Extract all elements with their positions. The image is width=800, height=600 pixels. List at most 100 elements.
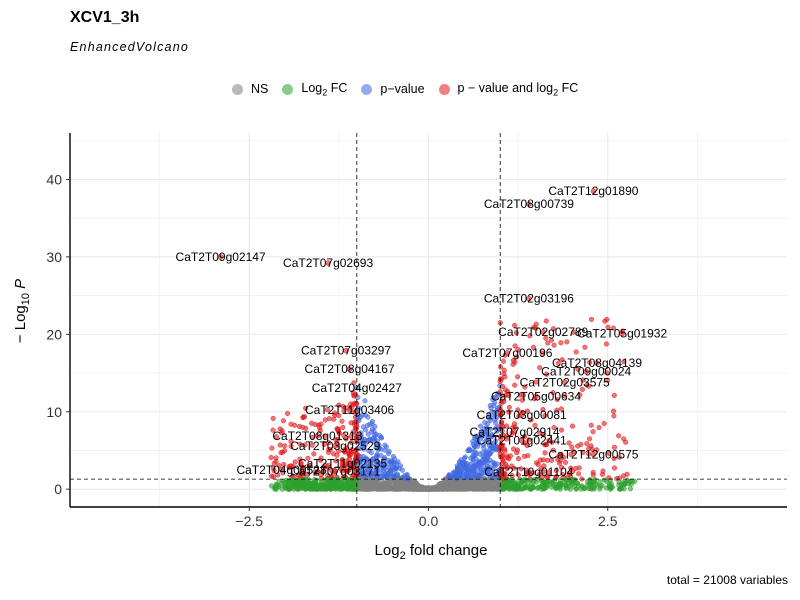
chart-title: XCV1_3h [70, 9, 140, 26]
data-point-fc [554, 485, 560, 491]
data-point-both [560, 471, 566, 478]
data-point-both [281, 448, 288, 454]
data-point-p [364, 422, 371, 429]
data-point-p [392, 465, 398, 471]
y-tick-label: 30 [46, 249, 62, 265]
data-point-fc [620, 479, 626, 486]
data-point-p [369, 471, 375, 477]
data-point-both [566, 440, 572, 446]
data-point-both [600, 468, 606, 474]
gene-label: CaT2T09g02147 [176, 250, 266, 264]
data-point-both [540, 457, 546, 463]
data-point-p [477, 423, 484, 429]
data-point-p [380, 474, 386, 480]
data-point-both [616, 454, 622, 460]
data-point-both [587, 436, 593, 442]
data-point-both [559, 464, 565, 471]
data-point-both [515, 456, 522, 462]
data-point-both [610, 325, 616, 331]
chart-caption: total = 21008 variables [666, 573, 788, 587]
data-point-p [377, 465, 383, 471]
data-point-both [590, 429, 596, 435]
data-point-fc [602, 477, 608, 483]
data-point-both [530, 344, 537, 350]
data-point-both [270, 415, 276, 421]
data-point-both [616, 433, 622, 439]
data-point-ns [437, 485, 443, 491]
x-tick-label: −2.5 [235, 513, 263, 529]
data-point-p [399, 467, 406, 473]
data-point-ns [417, 486, 423, 492]
data-point-both [514, 450, 520, 456]
data-point-p [363, 455, 369, 461]
data-point-both [335, 436, 341, 442]
data-point-both [540, 407, 546, 413]
data-point-both [498, 454, 504, 460]
data-point-ns [362, 481, 368, 487]
data-point-p [378, 446, 384, 452]
data-point-p [487, 402, 493, 409]
legend-label-pvalue-and-log2fc: p − value and log2 FC [457, 80, 579, 98]
data-point-both [520, 392, 526, 398]
axes: −2.5 0.0 2.5 0 10 20 30 40 [46, 133, 787, 529]
data-point-both [611, 456, 617, 462]
y-tick-label: 20 [46, 326, 62, 342]
data-point-p [464, 474, 470, 480]
gene-label: CaT2T08g04167 [305, 362, 395, 376]
data-point-both [576, 471, 582, 477]
data-point-both [507, 453, 513, 459]
data-point-both [280, 418, 286, 424]
data-point-both [296, 423, 302, 430]
data-point-ns [483, 482, 489, 488]
data-point-fc [609, 484, 615, 490]
data-point-fc [563, 485, 569, 491]
data-point-both [553, 468, 559, 474]
data-point-p [372, 424, 378, 430]
data-point-ns [468, 479, 474, 485]
data-point-both [273, 455, 279, 461]
gene-label: CaT2T02g03575 [520, 375, 610, 389]
data-point-both [588, 422, 594, 428]
data-point-p [368, 461, 374, 467]
data-point-both [269, 445, 275, 451]
legend-swatch-pvalue [361, 83, 373, 95]
data-point-both [322, 417, 328, 423]
data-point-p [372, 436, 378, 442]
data-point-p [480, 457, 486, 463]
legend-label-log2fc: Log2 FC [301, 80, 348, 98]
data-point-p [490, 441, 496, 448]
data-point-fc [516, 486, 522, 492]
data-point-p [473, 456, 479, 462]
data-point-both [510, 361, 516, 367]
data-point-both [345, 460, 352, 466]
data-point-fc [525, 479, 531, 485]
legend-swatch-log2fc [282, 83, 294, 95]
data-point-both [588, 316, 595, 322]
legend-swatch-ns [232, 83, 243, 95]
data-point-both [282, 443, 288, 449]
data-point-p [485, 420, 491, 426]
data-point-fc [574, 480, 581, 486]
data-point-fc [527, 484, 533, 490]
data-point-both [559, 357, 565, 363]
data-point-fc [318, 478, 324, 484]
gene-label: CaT2T04g02427 [312, 381, 402, 395]
data-point-p [457, 462, 463, 468]
data-point-both [524, 408, 530, 414]
data-point-both [545, 340, 551, 346]
data-point-p [374, 468, 380, 474]
data-point-both [602, 318, 608, 324]
data-point-both [542, 450, 548, 456]
data-point-ns [428, 486, 434, 492]
data-point-fc [569, 481, 575, 488]
data-point-fc [579, 483, 585, 489]
gene-label: CaT2T08g00739 [484, 197, 574, 211]
gene-label: CaT2T12g00575 [548, 447, 638, 461]
data-point-fc [539, 483, 545, 489]
data-point-ns [477, 485, 483, 491]
data-point-ns [408, 484, 414, 490]
data-point-p [384, 471, 390, 477]
data-point-both [292, 459, 298, 465]
data-point-p [369, 429, 375, 435]
data-point-ns [383, 484, 389, 490]
